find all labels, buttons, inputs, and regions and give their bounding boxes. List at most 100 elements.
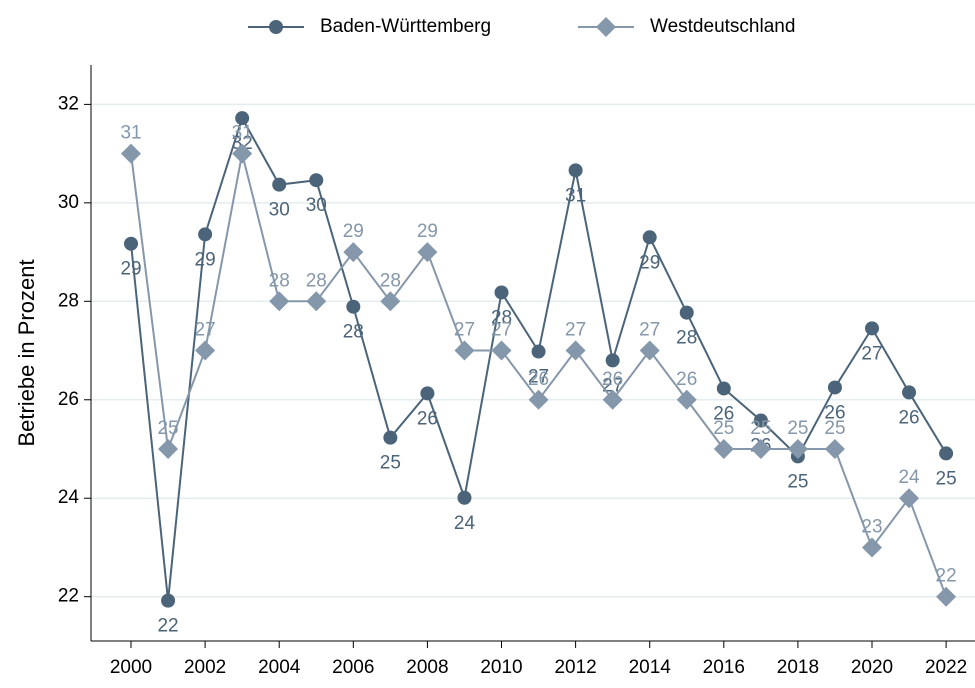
value-label: 26 — [528, 369, 549, 390]
y-tick-label: 32 — [58, 93, 79, 114]
value-label: 24 — [898, 467, 920, 488]
point — [716, 381, 731, 396]
point — [676, 389, 697, 410]
point — [232, 143, 253, 164]
point — [158, 439, 179, 459]
point — [417, 242, 438, 263]
value-label: 27 — [565, 320, 586, 341]
x-tick-label: 2022 — [925, 657, 967, 678]
y-tick-label: 26 — [58, 389, 79, 410]
point — [750, 439, 771, 459]
point — [827, 380, 842, 395]
point — [602, 389, 623, 410]
point — [457, 490, 472, 505]
y-axis-label: Betriebe in Prozent — [14, 259, 39, 446]
legend-marker — [596, 17, 616, 37]
x-tick-label: 2002 — [184, 657, 226, 678]
point — [309, 173, 324, 188]
point — [454, 340, 475, 361]
point — [380, 291, 401, 312]
value-label: 28 — [380, 270, 401, 291]
value-label: 28 — [269, 270, 290, 291]
legend-label: Baden-Württemberg — [320, 16, 491, 37]
point — [605, 353, 620, 368]
x-tick-label: 2006 — [332, 657, 374, 678]
point — [787, 439, 808, 459]
point — [862, 537, 883, 558]
point — [939, 446, 954, 461]
value-label: 23 — [861, 516, 882, 537]
value-label: 25 — [713, 418, 734, 439]
value-label: 29 — [195, 249, 216, 270]
value-label: 25 — [157, 418, 178, 439]
value-label: 31 — [565, 185, 586, 206]
y-tick-label: 28 — [58, 290, 79, 311]
y-tick-label: 22 — [58, 586, 79, 607]
point — [531, 344, 546, 359]
value-label: 25 — [787, 418, 808, 439]
value-label: 31 — [120, 123, 141, 144]
point — [306, 291, 327, 312]
value-label: 24 — [454, 513, 476, 534]
point — [865, 321, 880, 336]
value-label: 25 — [750, 418, 771, 439]
point — [679, 305, 694, 320]
x-tick-label: 2010 — [480, 657, 522, 678]
point — [383, 430, 398, 445]
x-tick-label: 2018 — [777, 657, 819, 678]
value-label: 25 — [824, 418, 845, 439]
point — [161, 593, 176, 608]
x-tick-label: 2012 — [554, 657, 596, 678]
point — [195, 340, 216, 361]
value-label: 22 — [936, 566, 957, 587]
point — [642, 230, 657, 245]
value-label: 26 — [898, 407, 919, 428]
point — [899, 488, 920, 509]
point — [753, 413, 768, 428]
value-label: 27 — [861, 343, 882, 364]
point — [639, 340, 660, 361]
point — [824, 439, 845, 459]
point — [343, 242, 364, 263]
point — [198, 227, 213, 242]
point — [272, 177, 287, 192]
line — [130, 115, 947, 601]
value-label: 29 — [120, 259, 141, 280]
point — [565, 340, 586, 361]
point — [713, 439, 734, 459]
point — [494, 285, 509, 300]
value-label: 25 — [787, 471, 808, 492]
value-label: 26 — [602, 369, 623, 390]
value-label: 29 — [343, 221, 364, 242]
value-label: 22 — [157, 616, 178, 637]
value-label: 28 — [343, 322, 364, 343]
point — [269, 291, 290, 312]
point — [936, 586, 957, 607]
x-tick-label: 2020 — [851, 657, 893, 678]
x-tick-label: 2016 — [703, 657, 745, 678]
point — [491, 340, 512, 361]
value-label: 27 — [454, 320, 475, 341]
point — [121, 143, 142, 164]
value-label: 25 — [936, 468, 957, 489]
value-label: 28 — [491, 307, 512, 328]
point — [420, 386, 435, 401]
value-label: 27 — [491, 320, 512, 341]
point — [346, 299, 361, 314]
value-label: 28 — [306, 270, 327, 291]
y-tick-label: 30 — [58, 192, 79, 213]
value-label: 26 — [417, 408, 438, 429]
legend-marker — [269, 20, 283, 34]
point — [124, 236, 139, 251]
value-label: 26 — [824, 402, 845, 423]
value-label: 31 — [232, 123, 253, 144]
value-label: 30 — [306, 195, 327, 216]
x-tick-label: 2000 — [110, 657, 152, 678]
value-label: 26 — [713, 403, 734, 424]
x-tick-label: 2004 — [258, 657, 301, 678]
value-label: 27 — [639, 320, 660, 341]
point — [902, 385, 917, 400]
value-label: 27 — [528, 367, 549, 388]
